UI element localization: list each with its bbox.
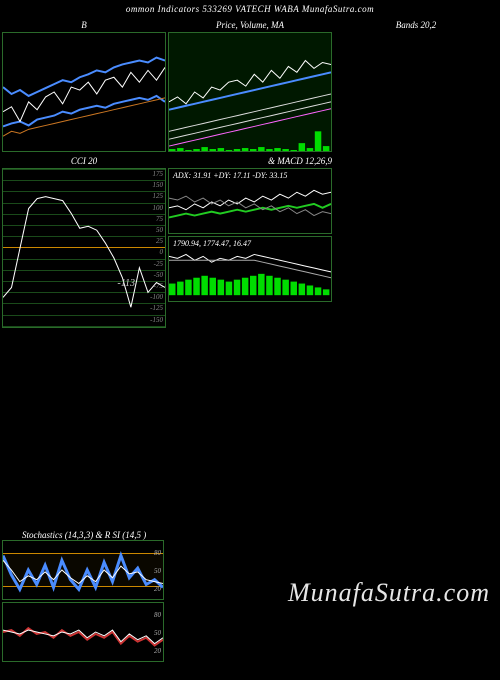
adx-label: ADX: 31.91 +DY: 17.11 -DY: 33.15: [173, 171, 287, 180]
bollinger-chart: [2, 32, 166, 152]
stochastics-title: Stochastics (14,3,3) & R SI (14,5 ): [2, 530, 498, 540]
bollinger-panel: B: [2, 18, 166, 152]
macd-label: 1790.94, 1774.47, 16.47: [173, 239, 251, 248]
watermark: MunafaSutra.com: [288, 578, 490, 608]
adx-macd-title: & MACD 12,26,9: [168, 154, 332, 168]
empty-panel: [334, 154, 498, 328]
macd-chart: 1790.94, 1774.47, 16.47: [168, 236, 332, 302]
stoch-chart-1: 80 50 20: [2, 540, 164, 600]
page-header: ommon Indicators 533269 VATECH WABA Muna…: [0, 0, 500, 18]
cci-value-label: -113: [117, 278, 135, 289]
cci-chart: 1751501251007550250-25-50-75-100-125-150…: [2, 168, 166, 328]
price-panel: Price, Volume, MA: [168, 18, 332, 152]
bollinger-title: B: [2, 18, 166, 32]
cci-panel: CCI 20 1751501251007550250-25-50-75-100-…: [2, 154, 166, 328]
chart-grid: B Price, Volume, MA Bands 20,2 CCI 20 17…: [0, 18, 500, 330]
price-title: Price, Volume, MA: [168, 18, 332, 32]
adx-chart: ADX: 31.91 +DY: 17.11 -DY: 33.15: [168, 168, 332, 234]
bands-title-panel: Bands 20,2: [334, 18, 498, 152]
stoch-chart-2: 80 50 20: [2, 602, 164, 662]
price-chart: [168, 32, 332, 152]
bands-title: Bands 20,2: [334, 18, 498, 32]
cci-title: CCI 20: [2, 154, 166, 168]
adx-macd-panel: & MACD 12,26,9 ADX: 31.91 +DY: 17.11 -DY…: [168, 154, 332, 328]
